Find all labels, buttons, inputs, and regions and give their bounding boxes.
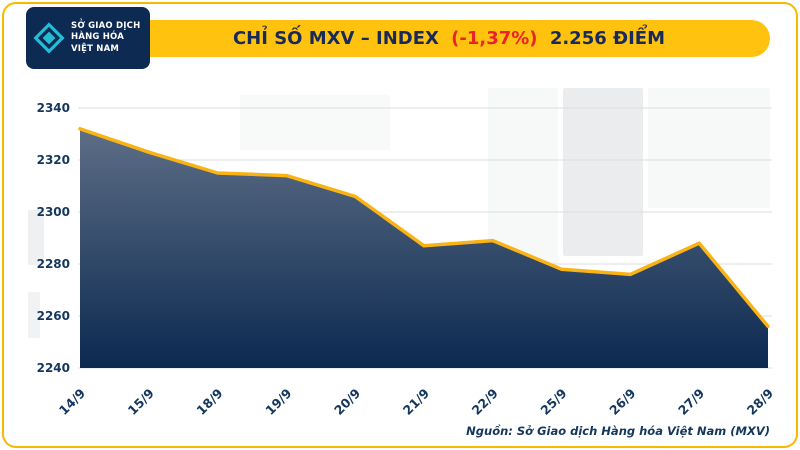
y-axis-tick-label: 2240 xyxy=(37,361,70,375)
title-change-percent: (-1,37%) xyxy=(451,28,538,49)
x-axis-tick-label: 22/9 xyxy=(469,386,501,418)
y-axis-tick-label: 2300 xyxy=(37,205,70,219)
title-prefix: CHỈ SỐ MXV – INDEX xyxy=(232,28,439,49)
logo-line2: HÀNG HÓA xyxy=(71,32,125,43)
y-axis-tick-label: 2320 xyxy=(37,153,70,167)
map-watermark-patch xyxy=(563,88,643,256)
y-axis-tick-label: 2260 xyxy=(37,309,70,323)
source-attribution: Nguồn: Sở Giao dịch Hàng hóa Việt Nam (M… xyxy=(466,424,770,438)
x-axis-tick-label: 18/9 xyxy=(193,386,225,418)
logo-line3: VIỆT NAM xyxy=(71,43,120,54)
axis-label-layer: 14/9 15/9 18/9 19/9 20/9 21/9 22/9 25/9 26/9 27/9… xyxy=(56,386,776,418)
x-axis-tick-label: 25/9 xyxy=(537,386,569,418)
logo-text: SỞ GIAO DỊCH HÀNG HÓA VIỆT NAM xyxy=(71,21,140,56)
y-axis-tick-label: 2280 xyxy=(37,257,70,271)
x-axis-tick-label: 21/9 xyxy=(400,386,432,418)
x-axis-tick-label: 20/9 xyxy=(331,386,363,418)
chart-area-fill xyxy=(80,128,768,368)
map-watermark-patch xyxy=(28,292,40,338)
x-axis-tick-label: 14/9 xyxy=(56,386,88,418)
map-watermark-patch xyxy=(240,95,390,150)
x-axis-tick-label: 15/9 xyxy=(125,386,157,418)
logo-line1: SỞ GIAO DỊCH xyxy=(71,20,141,31)
title-index-value: 2.256 ĐIỂM xyxy=(549,28,666,49)
map-watermark-patch xyxy=(28,210,44,265)
series-layer xyxy=(78,127,770,368)
x-axis-tick-label: 28/9 xyxy=(744,386,776,418)
y-axis-tick-label: 2340 xyxy=(37,101,70,115)
x-axis-tick-label: 19/9 xyxy=(262,386,294,418)
title-banner: CHỈ SỐ MXV – INDEX (-1,37%) 2.256 ĐIỂM xyxy=(128,20,770,57)
x-axis-tick-label: 26/9 xyxy=(606,386,638,418)
mxv-logo: SỞ GIAO DỊCH HÀNG HÓA VIỆT NAM xyxy=(26,7,150,69)
chart-line xyxy=(78,127,770,329)
x-axis-tick-label: 27/9 xyxy=(675,386,707,418)
chart-title: CHỈ SỐ MXV – INDEX (-1,37%) 2.256 ĐIỂM xyxy=(233,28,665,49)
mxv-diamond-icon xyxy=(33,22,65,54)
